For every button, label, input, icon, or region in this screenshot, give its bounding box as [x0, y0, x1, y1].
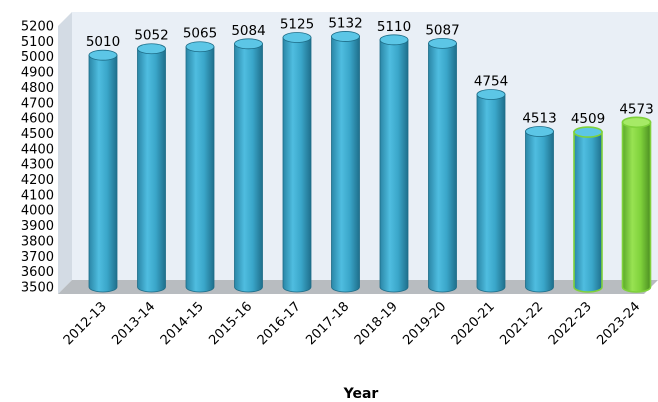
- bar-body: [379, 39, 409, 293]
- bar-body: [137, 48, 166, 293]
- bar-2016-17: [282, 32, 312, 293]
- bar-top: [234, 38, 263, 50]
- bar-top: [476, 89, 506, 100]
- bar-body: [573, 131, 603, 293]
- data-label: 4513: [522, 110, 556, 126]
- x-tick-label: 2015-16: [206, 299, 255, 348]
- y-tick-label: 3500: [21, 281, 54, 296]
- data-label: 5132: [328, 15, 362, 31]
- plot-side-wall: [58, 12, 72, 294]
- bar-body: [476, 94, 506, 293]
- x-tick-label: 2014-15: [158, 299, 207, 348]
- bar-2021-22: [525, 126, 554, 293]
- y-tick-label: 3700: [21, 250, 54, 265]
- y-tick-label: 4400: [21, 142, 54, 157]
- bar-2019-20: [428, 37, 457, 293]
- bar-2014-15: [185, 41, 215, 293]
- x-tick-label: 2013-14: [109, 299, 158, 348]
- y-tick-label: 5000: [21, 50, 54, 65]
- bar-top: [428, 37, 457, 49]
- bar-top: [573, 126, 603, 138]
- data-label: 4509: [571, 111, 605, 127]
- bar-top: [525, 126, 554, 137]
- data-label: 4754: [474, 73, 508, 89]
- x-tick-label: 2018-19: [352, 299, 401, 348]
- bar-top: [282, 32, 312, 43]
- y-tick-label: 5100: [21, 35, 54, 50]
- data-labels: 5010 5052 5065 5084 5125 5132 5110 5087 4754 4513…: [86, 15, 654, 127]
- y-tick-label: 4500: [21, 127, 54, 142]
- bar-2017-18: [331, 31, 360, 293]
- bar-top: [137, 43, 166, 55]
- x-tick-label: 2017-18: [303, 299, 352, 348]
- y-tick-label: 3900: [21, 219, 54, 234]
- plot-wall: [72, 12, 658, 280]
- data-label: 5087: [425, 22, 459, 38]
- bar-2018-19: [379, 34, 409, 293]
- data-label: 5010: [86, 34, 120, 50]
- x-tick-label: 2023-24: [594, 299, 643, 348]
- data-label: 5110: [377, 19, 411, 35]
- bar-2020-21: [476, 89, 506, 293]
- y-axis-ticks: 3500360037003800390040004100420043004400…: [21, 20, 54, 296]
- bar-body: [282, 37, 312, 293]
- data-label: 4573: [619, 101, 653, 117]
- bar-top: [185, 41, 215, 53]
- bar-2015-16: [234, 38, 263, 293]
- bar-body: [621, 121, 652, 293]
- y-tick-label: 4300: [21, 158, 54, 173]
- y-tick-label: 4800: [21, 81, 54, 96]
- bar-body: [185, 46, 215, 293]
- data-label: 5065: [183, 26, 217, 42]
- bar-top: [88, 49, 118, 61]
- x-axis-title: Year: [343, 386, 379, 402]
- y-tick-label: 4000: [21, 204, 54, 219]
- bar-top: [331, 31, 360, 42]
- bar-top: [379, 34, 409, 46]
- y-tick-label: 4200: [21, 173, 54, 188]
- y-tick-label: 3800: [21, 234, 54, 249]
- x-axis-labels: 2012-13 2013-14 2014-15 2015-16 2016-17 2017-…: [61, 299, 644, 348]
- data-label: 5084: [231, 23, 265, 39]
- x-tick-label: 2019-20: [400, 299, 449, 348]
- bar-body: [88, 54, 118, 293]
- bar-2023-24: [621, 116, 652, 293]
- y-tick-label: 5200: [21, 20, 54, 35]
- x-tick-label: 2020-21: [449, 299, 498, 348]
- y-tick-label: 3600: [21, 265, 54, 280]
- bar-2012-13: [88, 49, 118, 293]
- bar-2022-23: [573, 126, 603, 293]
- bar-2013-14: [137, 43, 166, 293]
- data-label: 5052: [134, 28, 168, 44]
- data-label: 5125: [280, 17, 314, 33]
- y-tick-label: 4700: [21, 96, 54, 111]
- y-tick-label: 4100: [21, 188, 54, 203]
- bar-body: [234, 43, 263, 293]
- bar-body: [525, 131, 554, 293]
- x-tick-label: 2016-17: [255, 299, 304, 348]
- y-tick-label: 4600: [21, 112, 54, 127]
- x-tick-label: 2022-23: [546, 299, 595, 348]
- y-tick-label: 4900: [21, 66, 54, 81]
- bar-top: [621, 116, 652, 129]
- bar-body: [428, 42, 457, 293]
- x-tick-label: 2012-13: [61, 299, 110, 348]
- bar-body: [331, 36, 360, 293]
- bars: [88, 31, 652, 293]
- x-tick-label: 2021-22: [497, 299, 546, 348]
